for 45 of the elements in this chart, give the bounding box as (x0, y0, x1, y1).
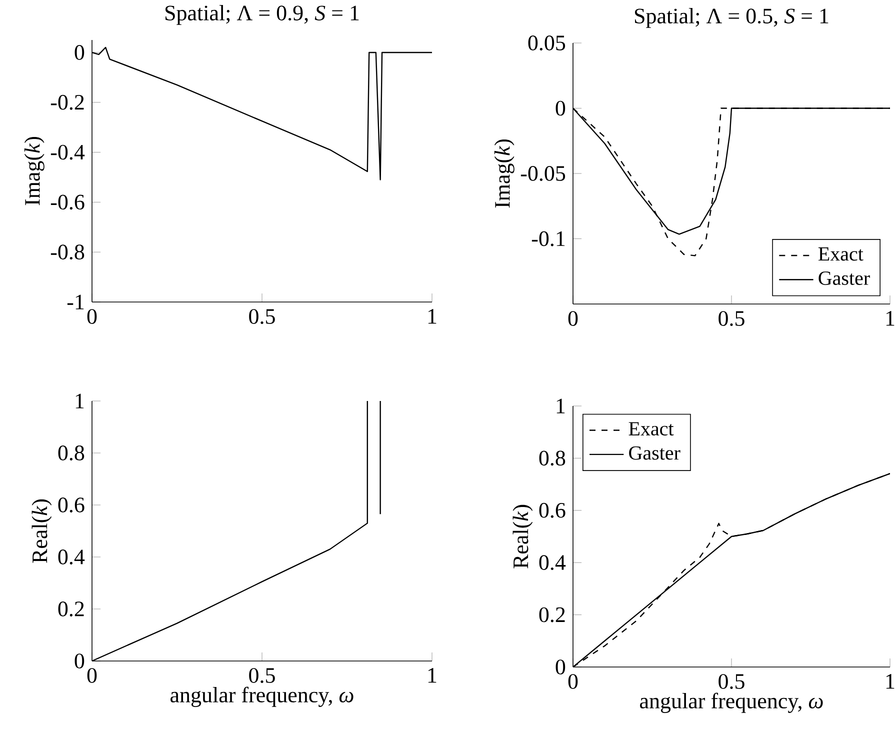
legend-label: Gaster (818, 272, 870, 285)
y-tick-label: 0.4 (58, 550, 85, 564)
x-axis-title: angular frequency, ω (170, 686, 354, 707)
chart-title: Spatial; Λ = 0.5, S = 1 (634, 8, 828, 28)
y-axis-title: Real(k) (32, 499, 52, 563)
y-tick-label: 1 (556, 398, 565, 414)
x-tick-label: 1 (428, 668, 436, 683)
y-tick-label: 0.05 (528, 36, 566, 50)
x-axis-title: angular frequency, ω (640, 692, 823, 713)
y-tick-label: 0 (556, 100, 566, 116)
y-tick-label: 0.6 (539, 502, 566, 518)
y-tick-label: -0.6 (50, 194, 84, 210)
legend-label: Exact (818, 247, 864, 261)
y-tick-label: 0.4 (539, 555, 566, 570)
y-tick-label: 0.2 (539, 607, 565, 622)
x-tick-label: 0 (568, 311, 578, 326)
x-tick-label: 0 (568, 674, 578, 689)
x-tick-label: 0.5 (249, 309, 275, 324)
y-tick-label: -0.05 (520, 166, 566, 181)
y-tick-label: -0.4 (50, 144, 85, 160)
y-tick-label: -0.8 (50, 244, 84, 260)
x-tick-label: 0.5 (249, 668, 275, 683)
chart-title: Spatial; Λ = 0.9, S = 1 (165, 5, 359, 25)
x-tick-label: 1 (886, 311, 894, 326)
y-axis-title: Imag(k) (494, 139, 514, 208)
y-tick-label: 0.8 (58, 446, 84, 460)
y-tick-label: 0.2 (58, 602, 84, 616)
legend-label: Exact (628, 422, 674, 436)
y-tick-label: -0.2 (50, 94, 84, 110)
y-tick-label: 1 (76, 394, 84, 408)
y-tick-label: 0.8 (539, 450, 566, 466)
x-tick-label: 1 (428, 309, 436, 324)
x-tick-label: 0.5 (718, 674, 744, 689)
y-axis-title: Imag(k) (24, 136, 44, 206)
x-tick-label: 0 (87, 668, 97, 683)
y-tick-label: -1 (67, 294, 84, 310)
y-tick-label: 0.6 (58, 498, 84, 512)
x-tick-label: 0 (87, 309, 97, 324)
y-tick-label: 0 (74, 45, 84, 60)
legend-label: Gaster (629, 446, 680, 460)
x-tick-label: 0.5 (718, 311, 744, 326)
x-tick-label: 1 (886, 674, 894, 689)
y-axis-title: Real(k) (512, 504, 533, 568)
y-tick-label: 0 (74, 654, 84, 668)
y-tick-label: -0.1 (532, 231, 565, 246)
